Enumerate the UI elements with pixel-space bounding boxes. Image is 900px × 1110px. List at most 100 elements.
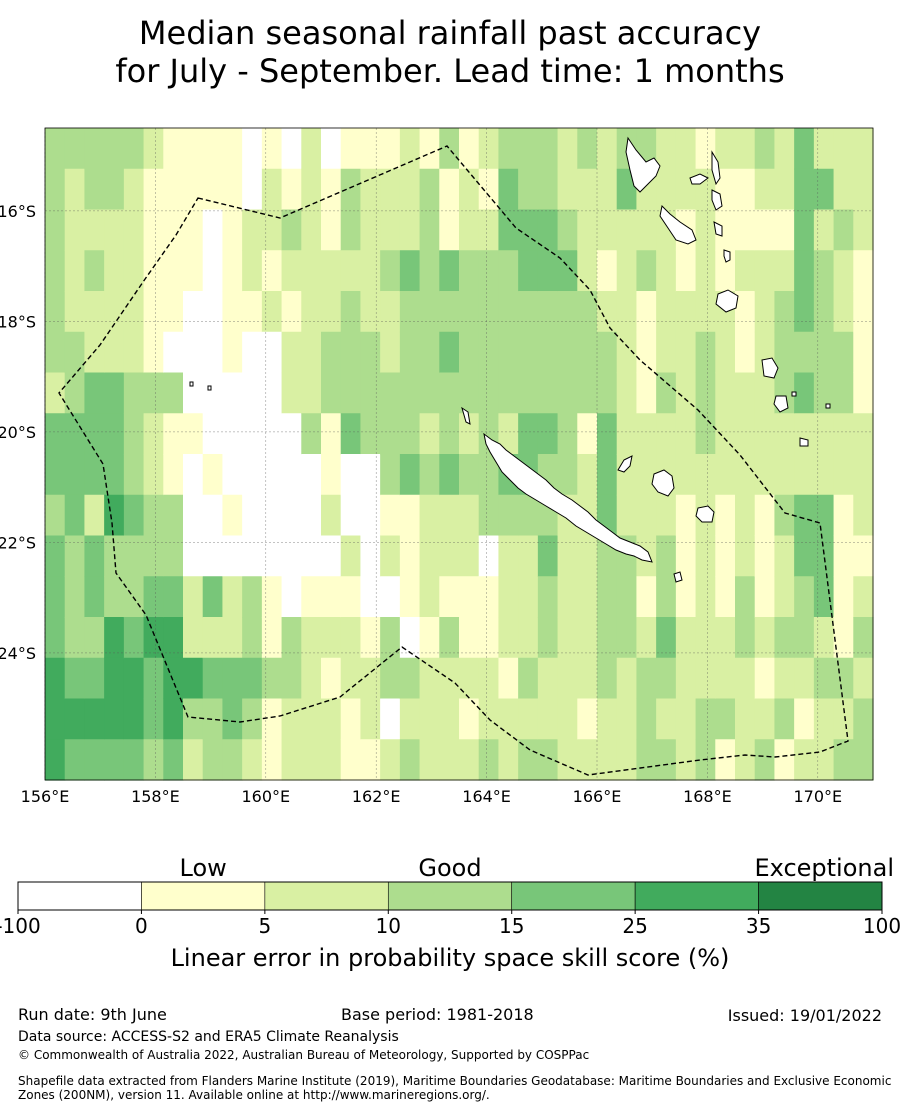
grid-cell	[853, 657, 874, 700]
grid-cell	[321, 576, 342, 618]
grid-cell	[399, 291, 421, 333]
colorbar-swatches	[17, 881, 883, 911]
grid-cell	[143, 535, 164, 577]
grid-cell	[754, 494, 776, 537]
grid-cell	[853, 372, 874, 414]
grid-cell	[735, 454, 756, 496]
grid-cell	[498, 128, 519, 170]
grid-cell	[833, 617, 854, 659]
grid-cell	[439, 617, 460, 659]
grid-cell	[242, 739, 263, 781]
colorbar-tick-label: 5	[258, 914, 271, 938]
latitude-tick-label: 20°S	[0, 423, 36, 442]
grid-cell	[242, 413, 263, 455]
grid-cell	[577, 698, 598, 740]
grid-cell	[597, 657, 618, 700]
grid-cell	[340, 331, 362, 374]
grid-cell	[498, 494, 519, 537]
grid-cell	[636, 209, 657, 251]
grid-cell	[656, 128, 677, 170]
grid-cell	[261, 372, 283, 414]
grid-cell	[636, 739, 657, 781]
grid-cell	[360, 331, 381, 374]
grid-cell	[636, 657, 657, 700]
grid-cell	[616, 657, 638, 700]
grid-cell	[163, 617, 184, 659]
grid-cell	[380, 413, 401, 455]
grid-cell	[242, 209, 263, 251]
grid-cell	[123, 698, 145, 740]
grid-cell	[419, 617, 440, 659]
grid-cell	[340, 291, 362, 333]
grid-cell	[715, 372, 736, 414]
grid-cell	[360, 291, 381, 333]
grid-cell	[459, 494, 480, 537]
grid-cell	[853, 250, 874, 292]
longitude-tick-label: 166°E	[573, 787, 622, 806]
grid-cell	[597, 128, 618, 170]
grid-cell	[301, 372, 322, 414]
grid-cell	[754, 291, 776, 333]
longitude-tick-label: 156°E	[21, 787, 70, 806]
vanuatu-aneityum	[799, 437, 809, 447]
grid-cell	[577, 250, 598, 292]
grid-cell	[498, 739, 519, 781]
grid-cell	[518, 413, 539, 455]
colorbar-tick-label: -100	[0, 914, 41, 938]
grid-cell	[222, 168, 243, 211]
grid-cell	[261, 617, 283, 659]
grid-cell	[380, 291, 401, 333]
grid-cell	[577, 331, 598, 374]
grid-cell	[498, 291, 519, 333]
grid-cell	[360, 168, 381, 211]
grid-cell	[813, 413, 835, 455]
grid-cell	[518, 739, 539, 781]
grid-cell	[774, 250, 795, 292]
grid-cell	[360, 739, 381, 781]
grid-cell	[321, 454, 342, 496]
grid-cell	[518, 657, 539, 700]
grid-cell	[853, 331, 874, 374]
grid-cell	[419, 535, 440, 577]
grid-cell	[537, 372, 559, 414]
grid-cell	[774, 331, 795, 374]
grid-cell	[636, 413, 657, 455]
grid-cell	[104, 413, 125, 455]
grid-cell	[123, 168, 145, 211]
grid-cell	[597, 413, 618, 455]
grid-cell	[301, 291, 322, 333]
grid-cell	[557, 209, 578, 251]
grid-cell	[64, 739, 86, 781]
grid-cell	[64, 168, 86, 211]
grid-cell	[242, 331, 263, 374]
grid-cell	[301, 535, 322, 577]
grid-cell	[675, 494, 697, 537]
grid-cell	[84, 454, 105, 496]
grid-cell	[616, 698, 638, 740]
grid-cell	[143, 209, 164, 251]
grid-cell	[399, 128, 421, 170]
grid-cell	[222, 617, 243, 659]
grid-cell	[380, 331, 401, 374]
grid-cell	[321, 494, 342, 537]
vanuatu-pentecost	[711, 150, 721, 186]
grid-cell	[675, 576, 697, 618]
grid-cell	[202, 576, 224, 618]
vanuatu-ambae	[689, 173, 709, 185]
grid-cell	[242, 535, 263, 577]
grid-cell	[833, 413, 854, 455]
grid-cell	[774, 657, 795, 700]
grid-cell	[774, 128, 795, 170]
grid-cell	[45, 250, 66, 292]
colorbar-swatch	[17, 881, 142, 911]
grid-cell	[301, 698, 322, 740]
grid-cell	[715, 250, 736, 292]
grid-cell	[399, 372, 421, 414]
grid-cell	[143, 128, 164, 170]
grid-cell	[754, 250, 776, 292]
grid-cell	[301, 209, 322, 251]
grid-cell	[261, 128, 283, 170]
grid-cell	[321, 413, 342, 455]
grid-cell	[636, 576, 657, 618]
grid-cell	[478, 331, 500, 374]
